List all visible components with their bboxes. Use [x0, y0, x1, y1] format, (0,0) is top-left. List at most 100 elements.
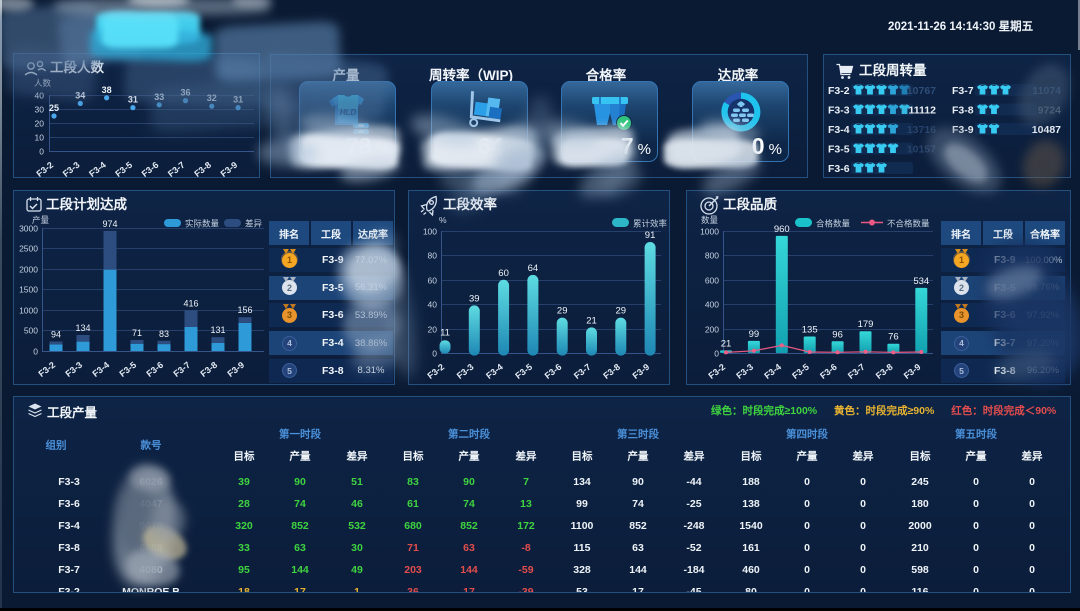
- svg-text:实际数量: 实际数量: [185, 219, 220, 229]
- svg-text:500: 500: [24, 326, 38, 336]
- svg-text:179: 179: [858, 319, 874, 330]
- svg-text:F3-5: F3-5: [513, 362, 534, 381]
- svg-text:20: 20: [428, 325, 438, 335]
- svg-text:F3-6: F3-6: [828, 163, 850, 175]
- svg-text:600: 600: [705, 276, 719, 286]
- svg-text:10487: 10487: [1032, 124, 1061, 136]
- svg-text:960: 960: [774, 224, 790, 235]
- svg-text:不合格数量: 不合格数量: [887, 219, 930, 229]
- svg-text:累计效率: 累计效率: [633, 219, 668, 229]
- svg-text:0: 0: [714, 349, 719, 359]
- svg-text:94: 94: [51, 330, 61, 340]
- svg-text:20: 20: [35, 119, 45, 129]
- svg-text:人数: 人数: [34, 78, 52, 88]
- svg-text:产量: 产量: [32, 215, 50, 225]
- svg-text:21: 21: [721, 338, 732, 349]
- svg-text:F3-4: F3-4: [762, 362, 783, 381]
- svg-text:F3-5: F3-5: [828, 144, 850, 156]
- svg-text:34: 34: [75, 90, 85, 100]
- svg-text:11: 11: [440, 328, 450, 339]
- svg-text:40: 40: [35, 91, 45, 101]
- svg-text:F3-7: F3-7: [846, 362, 867, 381]
- svg-text:974: 974: [102, 219, 117, 229]
- svg-text:工段效率: 工段效率: [443, 196, 497, 212]
- svg-text:100: 100: [423, 227, 437, 237]
- svg-text:134: 134: [75, 323, 90, 333]
- svg-text:F3-4: F3-4: [87, 160, 108, 177]
- svg-text:F3-9: F3-9: [225, 360, 246, 379]
- svg-text:83: 83: [159, 329, 169, 339]
- svg-text:416: 416: [183, 298, 198, 308]
- svg-text:1000: 1000: [19, 306, 38, 316]
- svg-text:F3-8: F3-8: [601, 362, 622, 381]
- svg-text:F3-3: F3-3: [61, 160, 82, 177]
- svg-text:400: 400: [705, 300, 719, 310]
- svg-text:F3-4: F3-4: [484, 362, 505, 381]
- svg-text:F3-7: F3-7: [572, 362, 593, 381]
- svg-text:30: 30: [35, 105, 45, 115]
- svg-text:F3-7: F3-7: [952, 85, 974, 97]
- svg-text:91: 91: [645, 230, 656, 241]
- svg-text:33: 33: [154, 92, 164, 102]
- svg-text:F3-6: F3-6: [144, 360, 165, 379]
- svg-text:71: 71: [132, 328, 142, 338]
- svg-text:31: 31: [233, 95, 243, 105]
- svg-text:3000: 3000: [19, 224, 38, 234]
- svg-text:1000: 1000: [700, 227, 719, 237]
- svg-text:F3-5: F3-5: [117, 360, 138, 379]
- svg-text:40: 40: [428, 300, 438, 310]
- svg-text:差异: 差异: [245, 219, 263, 229]
- svg-text:F3-2: F3-2: [34, 160, 55, 177]
- svg-text:F3-7: F3-7: [166, 160, 187, 177]
- svg-text:800: 800: [705, 251, 719, 261]
- svg-text:29: 29: [616, 306, 627, 317]
- svg-text:156: 156: [237, 305, 252, 315]
- svg-text:F3-8: F3-8: [192, 160, 213, 177]
- svg-text:F3-2: F3-2: [425, 362, 446, 381]
- svg-text:0: 0: [432, 349, 437, 359]
- svg-text:76: 76: [888, 332, 899, 343]
- svg-text:F3-6: F3-6: [140, 160, 161, 177]
- svg-text:31: 31: [128, 95, 138, 105]
- svg-text:工段品质: 工段品质: [723, 196, 777, 212]
- svg-text:2000: 2000: [19, 265, 38, 275]
- svg-text:96: 96: [832, 329, 843, 340]
- svg-text:11112: 11112: [909, 105, 937, 117]
- svg-text:合格数量: 合格数量: [816, 219, 851, 229]
- svg-text:F3-3: F3-3: [828, 105, 850, 117]
- svg-text:131: 131: [210, 325, 225, 335]
- svg-text:工段周转量: 工段周转量: [859, 62, 927, 78]
- svg-text:2500: 2500: [19, 244, 38, 254]
- svg-text:1500: 1500: [19, 285, 38, 295]
- svg-text:F3-2: F3-2: [706, 362, 727, 381]
- svg-text:10: 10: [35, 133, 45, 143]
- svg-text:HLD: HLD: [340, 108, 357, 117]
- svg-text:F3-2: F3-2: [36, 360, 57, 379]
- svg-text:60: 60: [498, 268, 509, 279]
- svg-text:%: %: [439, 215, 447, 225]
- svg-text:F3-5: F3-5: [790, 362, 811, 381]
- svg-text:39: 39: [469, 293, 480, 304]
- svg-text:10767: 10767: [907, 85, 936, 97]
- svg-text:32: 32: [207, 93, 217, 103]
- svg-text:29: 29: [557, 306, 568, 317]
- svg-text:38: 38: [102, 85, 112, 95]
- svg-text:F3-9: F3-9: [902, 362, 923, 381]
- svg-text:F3-4: F3-4: [828, 124, 850, 136]
- svg-text:F3-8: F3-8: [952, 105, 974, 117]
- svg-text:F3-3: F3-3: [455, 362, 476, 381]
- svg-text:534: 534: [913, 276, 929, 287]
- svg-text:13716: 13716: [907, 124, 936, 136]
- svg-text:F3-6: F3-6: [543, 362, 564, 381]
- svg-text:99: 99: [749, 329, 760, 340]
- svg-text:F3-4: F3-4: [90, 360, 111, 379]
- svg-text:0: 0: [33, 347, 38, 357]
- svg-text:80: 80: [428, 251, 438, 261]
- svg-text:F3-3: F3-3: [63, 360, 84, 379]
- svg-text:F3-3: F3-3: [734, 362, 755, 381]
- svg-text:200: 200: [705, 325, 719, 335]
- svg-text:工段计划达成: 工段计划达成: [46, 196, 127, 212]
- svg-text:135: 135: [802, 325, 818, 336]
- svg-text:F3-6: F3-6: [818, 362, 839, 381]
- svg-text:F3-9: F3-9: [631, 362, 652, 381]
